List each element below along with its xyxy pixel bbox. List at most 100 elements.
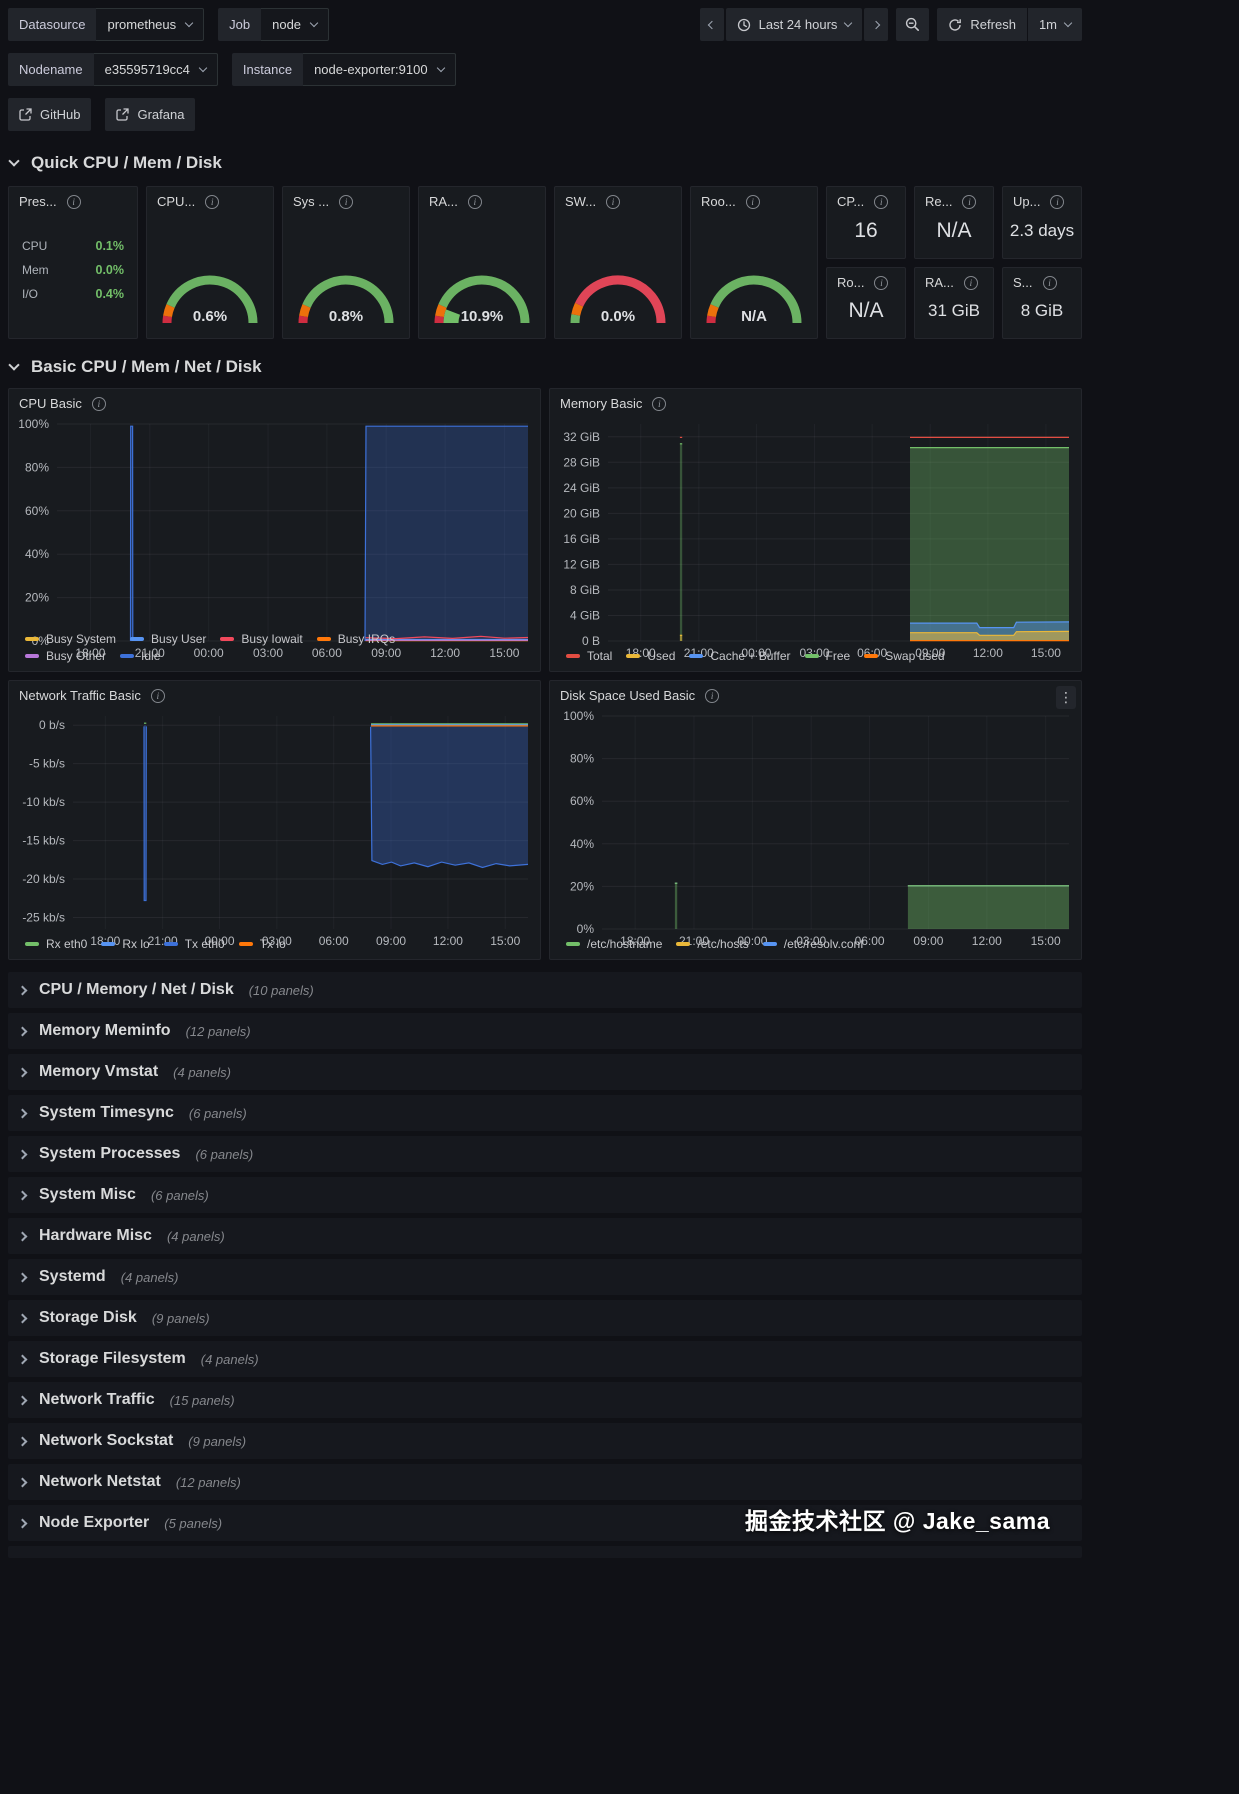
panel-title[interactable]: Disk Space Used Basic xyxy=(560,688,696,703)
panel-title[interactable]: Network Traffic Basic xyxy=(19,688,141,703)
info-icon[interactable]: i xyxy=(1042,275,1057,290)
time-shift-forward-button[interactable] xyxy=(864,8,889,41)
info-icon[interactable]: i xyxy=(705,689,720,703)
svg-text:12:00: 12:00 xyxy=(973,646,1003,660)
dashboard-row-storage-disk[interactable]: Storage Disk (9 panels) xyxy=(8,1300,1082,1336)
info-icon[interactable]: i xyxy=(91,397,106,411)
svg-text:00:00: 00:00 xyxy=(741,646,771,660)
svg-text:60%: 60% xyxy=(25,504,49,518)
panel-title[interactable]: Ro... xyxy=(837,274,865,290)
info-icon[interactable]: i xyxy=(874,195,889,209)
dashboard-row-storage-filesystem[interactable]: Storage Filesystem (4 panels) xyxy=(8,1341,1082,1377)
dashboard-row-system-processes[interactable]: System Processes (6 panels) xyxy=(8,1136,1082,1172)
panel-title[interactable]: Re... xyxy=(925,194,953,209)
job-value[interactable]: node xyxy=(261,8,330,41)
cpu-basic-chart[interactable]: 100% 80% 60% 40% 20% 0% 18:00 21:00 00:00 03:00 06… xyxy=(11,414,536,660)
network-traffic-basic-chart[interactable]: 0 b/s -5 kb/s -10 kb/s -15 kb/s -20 kb/s -25 … xyxy=(11,706,536,948)
svg-text:0 B: 0 B xyxy=(582,634,600,648)
row-panel-count: (4 panels) xyxy=(200,1351,259,1367)
chevron-right-icon xyxy=(17,1108,28,1118)
section-header-quick[interactable]: Quick CPU / Mem / Disk xyxy=(8,143,1082,182)
dashboard-row-system-timesync[interactable]: System Timesync (6 panels) xyxy=(8,1095,1082,1131)
section-header-basic[interactable]: Basic CPU / Mem / Net / Disk xyxy=(8,347,1082,386)
panel-title[interactable]: Pres... xyxy=(19,194,57,209)
instance-value[interactable]: node-exporter:9100 xyxy=(303,53,456,86)
info-icon[interactable]: i xyxy=(205,195,220,209)
panel-title[interactable]: Sys ... xyxy=(293,194,330,209)
panel-title[interactable]: Memory Basic xyxy=(560,396,643,411)
legend-item[interactable]: /etc/hostname xyxy=(566,937,662,951)
legend-item[interactable]: Tx eth0 xyxy=(163,937,225,951)
row-panel-count: (15 panels) xyxy=(169,1392,235,1408)
chevron-down-icon xyxy=(1063,18,1073,28)
dashboard-row-node-exporter[interactable]: Node Exporter (5 panels) xyxy=(8,1505,1082,1541)
info-icon[interactable]: i xyxy=(963,275,978,290)
zoom-out-button[interactable] xyxy=(896,8,930,41)
dashboard-row-cpu-memory-net-disk[interactable]: CPU / Memory / Net / Disk (10 panels) xyxy=(8,972,1082,1008)
legend-item[interactable]: Total xyxy=(566,649,612,663)
legend-item[interactable]: Rx lo xyxy=(101,937,150,951)
panel-title[interactable]: SW... xyxy=(565,194,597,209)
time-shift-back-button[interactable] xyxy=(699,8,724,41)
refresh-interval-picker[interactable]: 1m xyxy=(1028,8,1082,41)
refresh-button[interactable]: Refresh xyxy=(937,8,1027,41)
info-icon[interactable]: i xyxy=(66,195,81,209)
info-icon[interactable]: i xyxy=(652,397,667,411)
info-icon[interactable]: i xyxy=(1050,195,1065,209)
info-icon[interactable]: i xyxy=(745,195,760,209)
panel-title[interactable]: Roo... xyxy=(701,194,736,209)
time-range-picker[interactable]: Last 24 hours xyxy=(725,8,863,41)
dashboard-row-memory-meminfo[interactable]: Memory Meminfo (12 panels) xyxy=(8,1013,1082,1049)
info-icon[interactable]: i xyxy=(339,195,354,209)
info-icon[interactable]: i xyxy=(962,195,977,209)
chevron-left-icon xyxy=(707,20,716,29)
stat-value: N/A xyxy=(936,218,972,242)
nodename-value[interactable]: e35595719cc4 xyxy=(93,53,218,86)
info-icon[interactable]: i xyxy=(150,689,165,703)
legend-item[interactable]: Busy Other xyxy=(25,649,106,663)
panel-title[interactable]: CPU... xyxy=(157,194,196,209)
legend-item[interactable]: Free xyxy=(804,649,850,663)
panel-title[interactable]: RA... xyxy=(925,274,954,290)
panel-title[interactable]: CP... xyxy=(837,194,865,209)
dashboard-row-network-traffic[interactable]: Network Traffic (15 panels) xyxy=(8,1382,1082,1418)
legend-item[interactable]: Busy Iowait xyxy=(220,632,303,646)
dashboard-row-network-sockstat[interactable]: Network Sockstat (9 panels) xyxy=(8,1423,1082,1459)
dashboard-row-network-netstat[interactable]: Network Netstat (12 panels) xyxy=(8,1464,1082,1500)
svg-text:100%: 100% xyxy=(18,417,49,431)
dashboard-row-hardware-misc[interactable]: Hardware Misc (4 panels) xyxy=(8,1218,1082,1254)
panel-title[interactable]: RA... xyxy=(429,194,458,209)
github-link-button[interactable]: GitHub xyxy=(8,98,92,131)
info-icon[interactable]: i xyxy=(874,275,889,290)
legend-item[interactable]: Busy User xyxy=(130,632,206,646)
legend-item[interactable]: /etc/hosts xyxy=(676,937,749,951)
legend-item[interactable]: Cache + Buffer xyxy=(689,649,791,663)
gauge-panel: CPU... i 0.6% xyxy=(146,186,274,339)
svg-text:15:00: 15:00 xyxy=(489,646,519,660)
legend-item[interactable]: Busy System xyxy=(25,632,116,646)
legend-item[interactable]: Used xyxy=(626,649,675,663)
legend-item[interactable]: Idle xyxy=(120,649,160,663)
legend-item[interactable]: Busy IRQs xyxy=(316,632,395,646)
info-icon[interactable]: i xyxy=(467,195,482,209)
datasource-value[interactable]: prometheus xyxy=(96,8,205,41)
dashboard-row-system-misc[interactable]: System Misc (6 panels) xyxy=(8,1177,1082,1213)
legend-item[interactable]: /etc/resolv.conf xyxy=(762,937,864,951)
legend-item[interactable]: Swap used xyxy=(864,649,945,663)
legend-item[interactable]: Tx lo xyxy=(238,937,286,951)
instance-picker: Instance node-exporter:9100 xyxy=(231,53,456,86)
svg-text:03:00: 03:00 xyxy=(796,934,826,948)
info-icon[interactable]: i xyxy=(606,195,621,209)
row-title: Memory Vmstat xyxy=(39,1063,159,1080)
grafana-link-button[interactable]: Grafana xyxy=(105,98,196,131)
legend-item[interactable]: Rx eth0 xyxy=(25,937,87,951)
disk-space-used-basic-chart[interactable]: 100% 80% 60% 40% 20% 0% 18:00 21:00 00:00 03:00 06… xyxy=(552,706,1077,948)
panel-title[interactable]: CPU Basic xyxy=(19,396,82,411)
panel-menu-icon[interactable]: ⋮ xyxy=(1056,686,1076,709)
dashboard-row-memory-vmstat[interactable]: Memory Vmstat (4 panels) xyxy=(8,1054,1082,1090)
panel-title[interactable]: Up... xyxy=(1013,194,1041,209)
memory-basic-chart[interactable]: 32 GiB 28 GiB 24 GiB 20 GiB 16 GiB 12 GiB 8 Gi… xyxy=(552,414,1077,660)
panel-title[interactable]: S... xyxy=(1013,274,1033,290)
dashboard-row-systemd[interactable]: Systemd (4 panels) xyxy=(8,1259,1082,1295)
stat-value: 16 xyxy=(854,218,878,242)
